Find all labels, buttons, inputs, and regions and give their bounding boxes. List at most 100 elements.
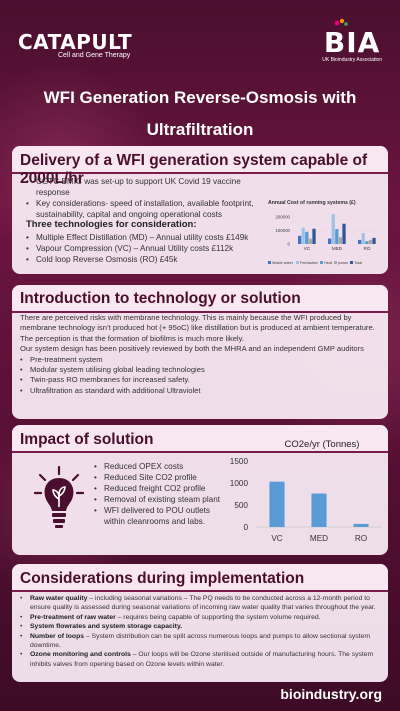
co2-chart: CO2e/yr (Tonnes) 1500 1000 500 0 VC MED RO (230, 439, 382, 543)
bia-dots-icon (334, 18, 349, 26)
y-tick-label: 1000 (230, 479, 249, 488)
chart-title: Annual Cost of running systems (£) (268, 200, 356, 206)
bar (328, 238, 332, 244)
catapult-subtitle: Cell and Gene Therapy (58, 52, 131, 59)
x-tick-label: VC (271, 534, 282, 543)
bar (372, 237, 376, 244)
impact-title: Impact of solution (20, 431, 154, 448)
list-item: Removal of existing steam plant (94, 494, 222, 505)
chart-title: CO2e/yr (Tonnes) (285, 439, 360, 450)
list-item: Pre-treatment system (20, 355, 382, 366)
bar (368, 239, 373, 244)
x-tick-label: RO (355, 534, 367, 543)
list-item: Reduced freight CO2 profile (94, 483, 222, 494)
list-item: Multiple Effect Distillation (MD) – Annu… (26, 232, 256, 243)
legend-swatch (320, 261, 323, 264)
y-tick-label: 0 (243, 523, 248, 532)
y-tick-label: 0 (288, 242, 291, 247)
consideration-item: System flowrates and system storage capa… (20, 622, 384, 632)
consideration-item: Number of loops – System distribution ca… (20, 632, 384, 651)
intro-paragraph: There are perceived risks with membrane … (20, 313, 375, 333)
list-item: Twin-pass RO membranes for increased saf… (20, 375, 382, 386)
considerations-list: Raw water quality – including seasonal v… (20, 594, 384, 669)
consideration-text: – System distribution can be split acros… (30, 632, 370, 650)
technologies-subhead: Three technologies for consideration: (26, 219, 197, 230)
catapult-logo: CATAPULT Cell and Gene Therapy (18, 30, 132, 59)
intro-paragraph: Our system design has been positively re… (20, 344, 364, 354)
bar (342, 223, 346, 244)
legend-swatch (296, 261, 299, 264)
list-item: Modular system utilising global leading … (20, 365, 382, 376)
bia-wordmark: BIA (323, 26, 381, 59)
bar (338, 237, 343, 244)
legend-label: Feedwater (300, 261, 319, 265)
page-title: WFI Generation Reverse-Osmosis with Ultr… (0, 82, 400, 146)
impact-list: Reduced OPEX costs Reduced Site CO2 prof… (94, 461, 222, 527)
x-tick-label: RO (364, 246, 371, 251)
annual-cost-chart: Annual Cost of running systems (£) 200000… (268, 200, 382, 265)
consideration-label: Raw water quality (30, 595, 88, 602)
x-tick-label: MED (332, 246, 343, 251)
delivery-list: CGTC BMIC was set-up to support UK Covid… (26, 176, 266, 220)
lightbulb-plant-icon (34, 465, 84, 528)
bar (305, 231, 309, 244)
intro-card: Introduction to technology or solution T… (12, 285, 388, 419)
list-item: Reduced OPEX costs (94, 461, 222, 472)
consideration-text: – requires being capable of supporting t… (115, 613, 321, 621)
bar (308, 238, 313, 244)
consideration-item: Pre-treatment of raw water – requires be… (20, 613, 384, 623)
bar (335, 229, 339, 244)
bia-subtitle: UK Bioindustry Association (322, 57, 382, 63)
legend-swatch (268, 261, 271, 264)
bia-logo: BIA UK Bioindustry Association (322, 18, 382, 63)
intro-title: Introduction to technology or solution (20, 290, 301, 307)
list-item: Ultrafiltration as standard with additio… (20, 386, 382, 397)
list-item: Reduced Site CO2 profile (94, 472, 222, 483)
bar (269, 481, 285, 527)
y-tick-label: 100000 (275, 228, 290, 233)
bar (361, 233, 365, 244)
y-tick-label: 1500 (230, 457, 249, 466)
consideration-label: Pre-treatment of raw water (30, 613, 116, 621)
x-tick-label: VC (304, 246, 311, 251)
y-tick-label: 200000 (275, 214, 290, 219)
bar (298, 235, 302, 244)
list-item: Vapour Compression (VC) – Annual Utility… (26, 243, 256, 254)
consideration-label: Ozone monitoring and controls (30, 651, 131, 659)
y-tick-label: 500 (234, 501, 248, 510)
legend-swatch (334, 261, 337, 264)
legend-label: power (338, 261, 349, 265)
header: CATAPULT Cell and Gene Therapy BIA UK Bi… (0, 0, 400, 80)
bar (365, 241, 369, 244)
list-item: Cold loop Reverse Osmosis (RO) £45k (26, 254, 256, 265)
bar (331, 214, 335, 244)
x-tick-label: MED (310, 534, 328, 543)
consideration-text: – including seasonal variations – The PQ… (30, 595, 376, 612)
page-title-line2: Ultrafiltration (146, 120, 254, 139)
list-item: Key considerations- speed of installatio… (26, 198, 266, 220)
legend-label: Waste water (272, 261, 294, 265)
bar (311, 493, 327, 527)
intro-paragraph: The perception is that the formation of … (20, 333, 244, 343)
list-item: WFI delivered to POU outlets within clea… (94, 505, 222, 527)
legend-swatch (350, 261, 353, 264)
technologies-list: Multiple Effect Distillation (MD) – Annu… (26, 232, 256, 265)
legend-label: Total (354, 261, 362, 265)
consideration-label: Number of loops (30, 632, 84, 640)
consideration-text: – Our loops will be Ozone sterilised out… (30, 651, 374, 668)
bar (312, 228, 316, 244)
catapult-wordmark: CATAPULT (18, 30, 133, 54)
list-item: CGTC BMIC was set-up to support UK Covid… (26, 176, 266, 198)
footer-url[interactable]: bioindustry.org (280, 686, 382, 702)
considerations-title: Considerations during implementation (20, 570, 305, 587)
intro-list: Pre-treatment system Modular system util… (20, 355, 382, 397)
page-title-line1: WFI Generation Reverse-Osmosis with (43, 88, 357, 107)
consideration-label: System flowrates and system storage capa… (30, 623, 183, 631)
legend-label: Heat (324, 261, 333, 265)
bar (353, 523, 369, 527)
delivery-card: Delivery of a WFI generation system capa… (12, 146, 388, 274)
considerations-card: Considerations during implementation Raw… (12, 564, 388, 682)
bar (358, 239, 362, 244)
impact-card: Impact of solution Reduced OPEX costs Re… (12, 425, 388, 555)
consideration-item: Raw water quality – including seasonal v… (20, 594, 384, 613)
